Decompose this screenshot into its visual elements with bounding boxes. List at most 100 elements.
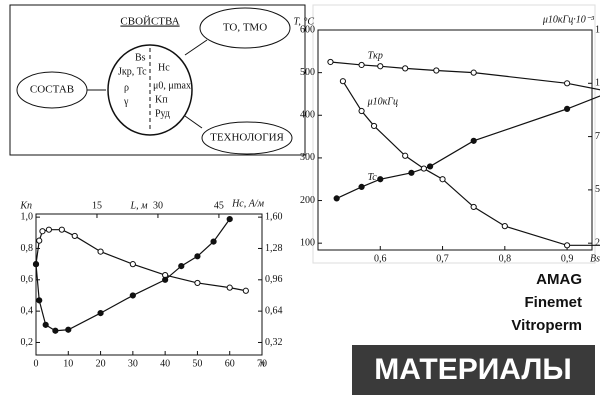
symbol: Hc: [158, 62, 170, 73]
symbol: γ: [123, 96, 129, 107]
point: [339, 78, 347, 85]
arrows: [87, 39, 208, 132]
y2-tick-label: 1,60: [265, 211, 283, 222]
banner: МАТЕРИАЛЫ: [374, 353, 572, 386]
y2-tick-label: 0,32: [265, 337, 283, 348]
x-tick-label: 0,9: [561, 253, 574, 264]
y-tick-label: 100: [300, 237, 315, 248]
x-tick-label: 60: [225, 358, 235, 369]
series-line: [35, 218, 231, 332]
y2-tick-label: 50: [595, 184, 600, 195]
point: [333, 195, 340, 202]
x-tick-label: 10: [63, 358, 73, 369]
symbol: Bs: [135, 52, 146, 63]
point: [97, 248, 104, 255]
series-line: [342, 80, 600, 246]
symbol: Kп: [155, 94, 168, 105]
series-line: [330, 61, 600, 91]
x-tick-label: 0,7: [436, 253, 449, 264]
x-tick-label: 0,8: [499, 253, 512, 264]
point: [358, 61, 365, 69]
symbol: Pуд: [155, 108, 170, 119]
series-line: [336, 95, 600, 199]
point: [370, 122, 378, 130]
point: [402, 152, 409, 159]
x-tick-label: 40: [160, 358, 170, 369]
point: [194, 253, 201, 260]
series-label: Tc: [368, 172, 378, 183]
node: [201, 121, 293, 155]
y2-axis-label: Hc, А/м: [231, 198, 265, 209]
point: [178, 262, 185, 270]
x2-tick-label: 15: [92, 200, 102, 211]
y2-tick-label: 125: [595, 24, 600, 35]
point: [420, 165, 427, 172]
node-label: СОСТАВ: [30, 84, 74, 96]
point: [39, 228, 46, 235]
center-label: СВОЙСТВА: [120, 16, 179, 28]
symbol: μ0, μmax: [153, 80, 191, 91]
y-tick-label: 0,2: [21, 337, 34, 348]
point: [377, 176, 384, 183]
brand: Vitroperm: [511, 317, 582, 334]
y2-tick-label: 25: [595, 237, 600, 248]
point: [439, 176, 446, 183]
y2-tick-label: 75: [595, 131, 600, 142]
y-axis-label: T, °C: [294, 16, 315, 27]
x-tick-label: 20: [96, 358, 106, 369]
point: [129, 292, 136, 299]
x-tick-label: 30: [128, 358, 138, 369]
x-tick-label: 0: [34, 358, 39, 369]
symbol: Jкр, Tc: [118, 66, 147, 77]
series-label: μ10кГц: [367, 96, 398, 107]
point: [52, 327, 59, 334]
point: [32, 261, 40, 268]
y-tick-label: 200: [300, 195, 315, 206]
point: [358, 107, 365, 115]
x-tick-label: 50: [192, 358, 202, 369]
point: [242, 287, 249, 294]
point: [563, 80, 571, 87]
point: [42, 321, 49, 328]
point: [470, 137, 477, 144]
point: [470, 203, 477, 211]
x-tick-label: 0,6: [374, 253, 387, 264]
point: [36, 237, 43, 244]
point: [36, 297, 43, 304]
point: [194, 279, 201, 287]
point: [327, 58, 334, 66]
y-tick-label: 600: [300, 24, 315, 35]
point: [210, 238, 217, 245]
y-tick-label: 0,8: [21, 243, 34, 254]
point: [162, 276, 169, 283]
y2-tick-label: 0,64: [265, 305, 283, 316]
y2-tick-label: 1,28: [265, 243, 283, 254]
point: [97, 309, 104, 317]
plot-frame: [317, 29, 593, 251]
brand: AMAG: [536, 271, 582, 288]
point: [470, 69, 477, 76]
point: [71, 232, 78, 240]
plot-frame: [35, 213, 263, 356]
symbol: ρ: [124, 82, 129, 93]
x2-tick-label: 30: [153, 200, 163, 211]
brand: Finemet: [524, 294, 582, 311]
chart-frame: [312, 4, 596, 264]
point: [433, 67, 440, 74]
point: [226, 284, 233, 291]
point: [563, 105, 571, 112]
y-tick-label: 500: [300, 67, 315, 78]
banner-bg: [352, 345, 595, 395]
node-label: ТЕХНОЛОГИЯ: [210, 132, 284, 144]
point: [358, 183, 365, 190]
point: [226, 215, 233, 223]
point: [129, 261, 136, 268]
point: [426, 163, 434, 170]
point: [45, 226, 53, 233]
x-axis-label: Bs, Тл: [590, 253, 600, 264]
point: [377, 63, 384, 70]
y-tick-label: 0,4: [21, 305, 34, 316]
y-tick-label: 300: [300, 152, 315, 163]
y-tick-label: 1,0: [21, 211, 34, 222]
